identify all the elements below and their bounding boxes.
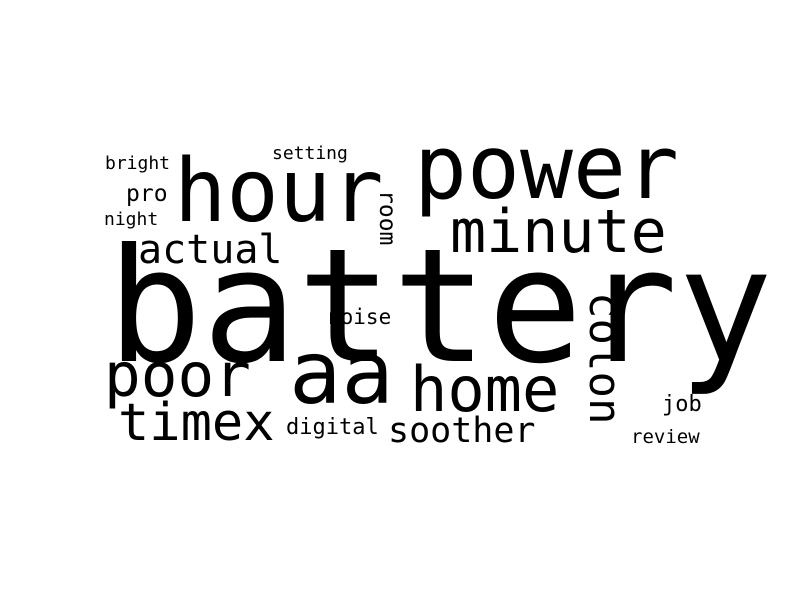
word-digital: digital: [286, 415, 379, 440]
word-review: review: [631, 426, 700, 448]
word-pro: pro: [126, 181, 168, 207]
word-bright: bright: [105, 153, 171, 174]
word-minute: minute: [450, 197, 667, 267]
word-power: power: [414, 116, 679, 219]
word-soother: soother: [388, 411, 536, 451]
word-home: home: [410, 353, 560, 426]
word-setting: setting: [272, 143, 348, 164]
word-night: night: [104, 209, 159, 230]
word-aa: aa: [289, 322, 394, 424]
word-poor: poor: [104, 340, 251, 411]
word-job: job: [662, 392, 702, 417]
word-actual: actual: [138, 227, 283, 273]
word-room: room: [374, 190, 400, 246]
word-battery: battery: [107, 215, 773, 399]
word-colon: colon: [579, 292, 630, 425]
word-noise: noise: [328, 305, 392, 329]
word-hour: hour: [174, 140, 384, 242]
word-timex: timex: [118, 393, 275, 453]
